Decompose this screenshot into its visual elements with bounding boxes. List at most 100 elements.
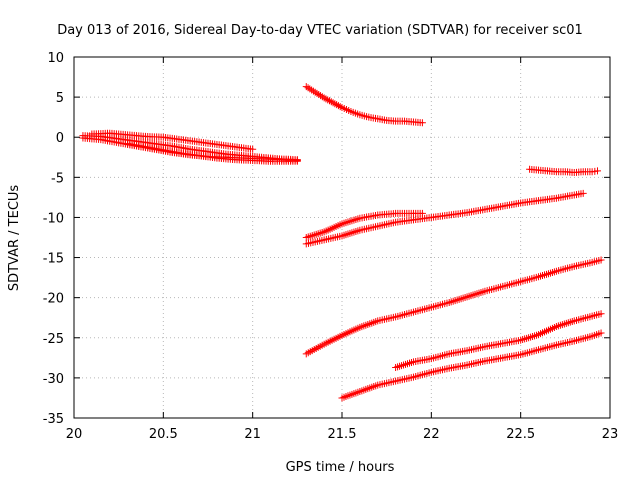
interpolated-points [573, 333, 594, 344]
series-track-9 [302, 256, 605, 358]
interpolated-points [573, 190, 585, 199]
interpolated-points [197, 138, 219, 148]
data-marks [79, 83, 605, 402]
x-tick-label: 20.5 [149, 427, 178, 442]
interpolated-points [430, 211, 451, 221]
interpolated-points [555, 263, 576, 275]
series-track-3 [88, 129, 257, 153]
interpolated-points [465, 358, 487, 369]
interpolated-points [108, 129, 129, 139]
y-tick-label: -20 [43, 292, 64, 307]
series-track-11 [338, 329, 605, 402]
data-point [249, 145, 257, 153]
interpolated-points [305, 236, 326, 247]
interpolated-points [340, 324, 362, 338]
interpolated-points [358, 318, 380, 331]
interpolated-points [358, 223, 379, 234]
y-axis-title: SDTVAR / TECUs [7, 185, 22, 292]
interpolated-points [590, 330, 603, 339]
interpolated-points [179, 136, 201, 146]
interpolated-points [394, 117, 406, 125]
interpolated-points [233, 143, 254, 153]
interpolated-points [546, 167, 558, 176]
interpolated-points [412, 118, 424, 127]
chart-title: Day 013 of 2016, Sidereal Day-to-day VTE… [57, 23, 583, 38]
interpolated-points [430, 299, 451, 311]
interpolated-points [501, 351, 522, 361]
interpolated-points [430, 365, 451, 376]
x-tick-label: 20 [66, 427, 83, 442]
interpolated-points [519, 331, 541, 344]
interpolated-points [394, 309, 415, 320]
data-point [302, 83, 310, 91]
x-tick-label: 23 [602, 427, 619, 442]
data-point [597, 256, 605, 264]
interpolated-points [367, 114, 379, 122]
interpolated-points [519, 346, 540, 358]
data-point [311, 88, 319, 96]
interpolated-points [215, 141, 237, 151]
interpolated-points [412, 369, 433, 380]
interpolated-points [555, 337, 576, 348]
interpolated-points [376, 313, 397, 324]
interpolated-points [340, 227, 362, 239]
data-point [597, 329, 605, 337]
y-tick-label: 0 [56, 131, 64, 146]
axes: 20 20.5 21 21.5 22 22.5 23 -35 -30 -25 -20 -15 -10 -5… [43, 51, 619, 442]
interpolated-points [447, 293, 469, 306]
interpolated-points [126, 131, 147, 140]
interpolated-points [447, 209, 469, 219]
interpolated-points [394, 374, 415, 385]
data-point [593, 167, 601, 175]
interpolated-points [465, 343, 487, 354]
interpolated-points [528, 166, 540, 174]
interpolated-points [573, 259, 594, 270]
interpolated-points [215, 154, 237, 163]
y-tick-label: -5 [51, 171, 64, 186]
interpolated-points [483, 203, 505, 213]
interpolated-points [358, 211, 379, 222]
interpolated-points [590, 310, 603, 320]
interpolated-points [331, 100, 344, 111]
interpolated-points [519, 273, 540, 285]
interpolated-points [483, 340, 505, 350]
x-tick-label: 22 [423, 427, 440, 442]
interpolated-points [322, 232, 344, 243]
interpolated-points [394, 216, 415, 226]
interpolated-points [412, 355, 433, 365]
interpolated-points [349, 108, 362, 118]
interpolated-points [340, 215, 362, 227]
interpolated-points [322, 221, 344, 235]
interpolated-points [287, 157, 299, 165]
series-track-5 [302, 83, 426, 127]
data-point [418, 119, 426, 127]
interpolated-points [394, 358, 415, 371]
interpolated-points [537, 342, 558, 353]
y-tick-label: 10 [47, 51, 64, 66]
interpolated-points [162, 134, 183, 143]
interpolated-points [465, 288, 487, 300]
y-tick-label: -25 [43, 332, 64, 347]
interpolated-points [376, 210, 397, 219]
interpolated-points [340, 105, 353, 115]
series-track-7 [302, 209, 426, 241]
data-point [597, 310, 605, 318]
interpolated-points [483, 354, 505, 365]
interpolated-points [501, 199, 522, 210]
interpolated-points [554, 318, 576, 330]
interpolated-points [537, 323, 558, 338]
interpolated-points [590, 257, 603, 266]
interpolated-points [573, 313, 594, 324]
data-point [329, 99, 337, 107]
y-tick-label: -10 [43, 211, 64, 226]
interpolated-points [447, 347, 469, 357]
series-track-4 [124, 140, 301, 165]
y-tick-label: -15 [43, 252, 64, 267]
interpolated-points [322, 95, 335, 106]
interpolated-points [537, 166, 549, 175]
interpolated-points [564, 168, 576, 176]
interpolated-points [581, 168, 594, 176]
interpolated-points [501, 337, 522, 347]
x-tick-label: 22.5 [506, 427, 535, 442]
interpolated-points [573, 168, 585, 176]
